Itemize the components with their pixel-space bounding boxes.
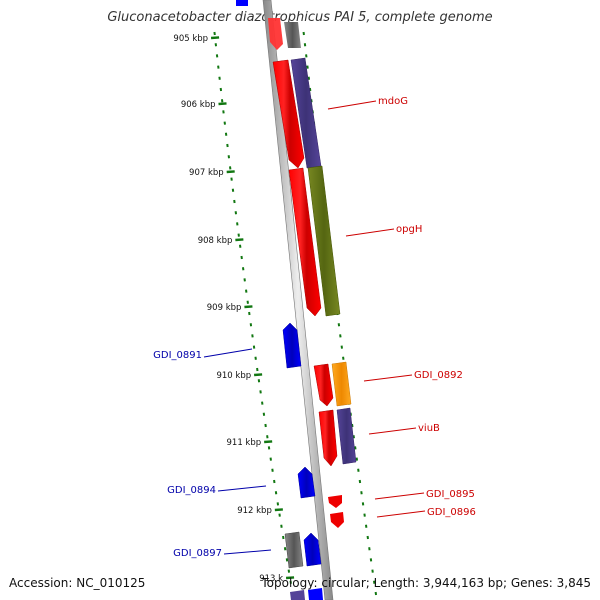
ruler-tick bbox=[285, 576, 295, 580]
gene-label-gdi-0891[interactable]: GDI_0891 bbox=[153, 350, 202, 361]
ruler-track bbox=[213, 31, 292, 584]
gene-feature-red-1[interactable] bbox=[272, 59, 305, 169]
gene-feature-GDI_0895[interactable] bbox=[328, 495, 342, 508]
ruler-tick bbox=[235, 238, 244, 242]
gene-feature-blue-bottom[interactable] bbox=[308, 588, 323, 600]
ruler-ticks: 905 kbp 906 kbp 907 kbp 908 kbp 909 kbp 910 k… bbox=[173, 34, 295, 584]
gene-feature-viuB[interactable] bbox=[336, 407, 357, 465]
ruler-tick bbox=[226, 170, 235, 174]
gene-label-gdi-0896[interactable]: GDI_0896 bbox=[427, 507, 476, 518]
gene-label-opgh[interactable]: opgH bbox=[396, 224, 422, 235]
gene-label-gdi-0894[interactable]: GDI_0894 bbox=[167, 485, 216, 496]
gene-feature-GDI_0897[interactable] bbox=[303, 532, 322, 567]
ruler-tick-label: 909 kbp bbox=[207, 303, 242, 313]
genome-summary-text: Topology: circular; Length: 3,944,163 bp… bbox=[261, 576, 591, 590]
gene-label-mdog[interactable]: mdoG bbox=[378, 96, 408, 107]
label-leader-line bbox=[203, 348, 253, 358]
gene-feature-gray-bottom[interactable] bbox=[284, 531, 304, 569]
label-leader-line bbox=[327, 100, 377, 110]
gene-feature-GDI_0891[interactable] bbox=[282, 322, 302, 369]
label-leader-line bbox=[217, 485, 267, 492]
ruler-tick-label: 910 kbp bbox=[216, 371, 251, 381]
gene-feature-red-3[interactable] bbox=[313, 363, 334, 407]
gene-label-viub[interactable]: viuB bbox=[418, 423, 440, 434]
ruler-tick bbox=[218, 102, 227, 106]
gene-feature-GDI_0896[interactable] bbox=[330, 512, 344, 528]
ruler-tick bbox=[244, 305, 253, 309]
gene-feature-pink-top[interactable] bbox=[268, 18, 283, 50]
gene-feature-red-2[interactable] bbox=[288, 167, 322, 317]
gene-feature-GDI_0894[interactable] bbox=[297, 466, 316, 499]
gene-feature-GDI_0892[interactable] bbox=[331, 361, 352, 407]
gene-labels: mdoG opgH GDI_0891 GDI_0892 viuB GDI_0894 GDI_… bbox=[153, 96, 476, 559]
ruler-tick bbox=[210, 36, 220, 40]
ruler-tick-label: 912 kbp bbox=[237, 506, 272, 516]
label-leader-line bbox=[374, 492, 425, 500]
ruler-tick bbox=[264, 440, 273, 444]
label-leader-line bbox=[345, 228, 395, 237]
gene-label-gdi-0892[interactable]: GDI_0892 bbox=[414, 370, 463, 381]
ruler-tick-label: 905 kbp bbox=[173, 34, 208, 44]
genome-title: Gluconacetobacter diazotrophicus PAI 5, … bbox=[107, 10, 493, 25]
ruler-tick-label: 911 kbp bbox=[227, 438, 262, 448]
label-leader-line bbox=[363, 374, 413, 382]
label-leader-line bbox=[376, 510, 426, 518]
ruler-tick bbox=[274, 508, 283, 512]
genome-backbone bbox=[262, 0, 334, 600]
ruler-tick-label: 907 kbp bbox=[189, 168, 224, 178]
gene-feature-gray-top[interactable] bbox=[284, 22, 301, 48]
ruler-tick bbox=[254, 373, 263, 377]
ruler-tick-label: 906 kbp bbox=[181, 100, 216, 110]
gene-feature-opgH[interactable] bbox=[307, 165, 341, 317]
ruler-tick-label: 908 kbp bbox=[198, 236, 233, 246]
gene-feature-blue-top[interactable] bbox=[236, 0, 248, 6]
gene-feature-red-4[interactable] bbox=[318, 409, 338, 467]
label-leader-line bbox=[223, 549, 272, 555]
label-leader-line bbox=[368, 427, 417, 435]
ruler-tick-label: 913 k bbox=[259, 574, 283, 584]
gene-label-gdi-0897[interactable]: GDI_0897 bbox=[173, 548, 222, 559]
accession-text: Accession: NC_010125 bbox=[9, 576, 146, 590]
gene-label-gdi-0895[interactable]: GDI_0895 bbox=[426, 489, 475, 500]
gene-feature-purple-bottom[interactable] bbox=[290, 590, 305, 600]
gene-features bbox=[236, 0, 357, 600]
